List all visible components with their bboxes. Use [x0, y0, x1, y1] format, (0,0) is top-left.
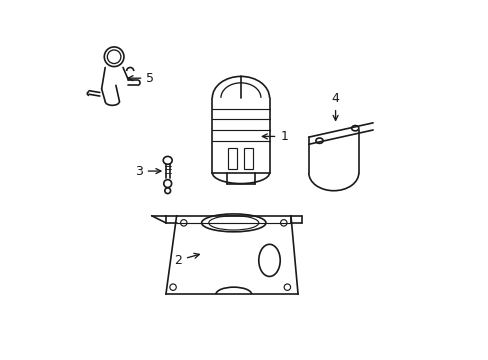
- Bar: [244, 148, 253, 169]
- Text: 5: 5: [128, 72, 154, 85]
- Text: 4: 4: [331, 92, 339, 120]
- Text: 3: 3: [135, 165, 161, 177]
- Bar: [228, 148, 237, 169]
- Text: 1: 1: [262, 130, 287, 143]
- Text: 2: 2: [174, 253, 199, 267]
